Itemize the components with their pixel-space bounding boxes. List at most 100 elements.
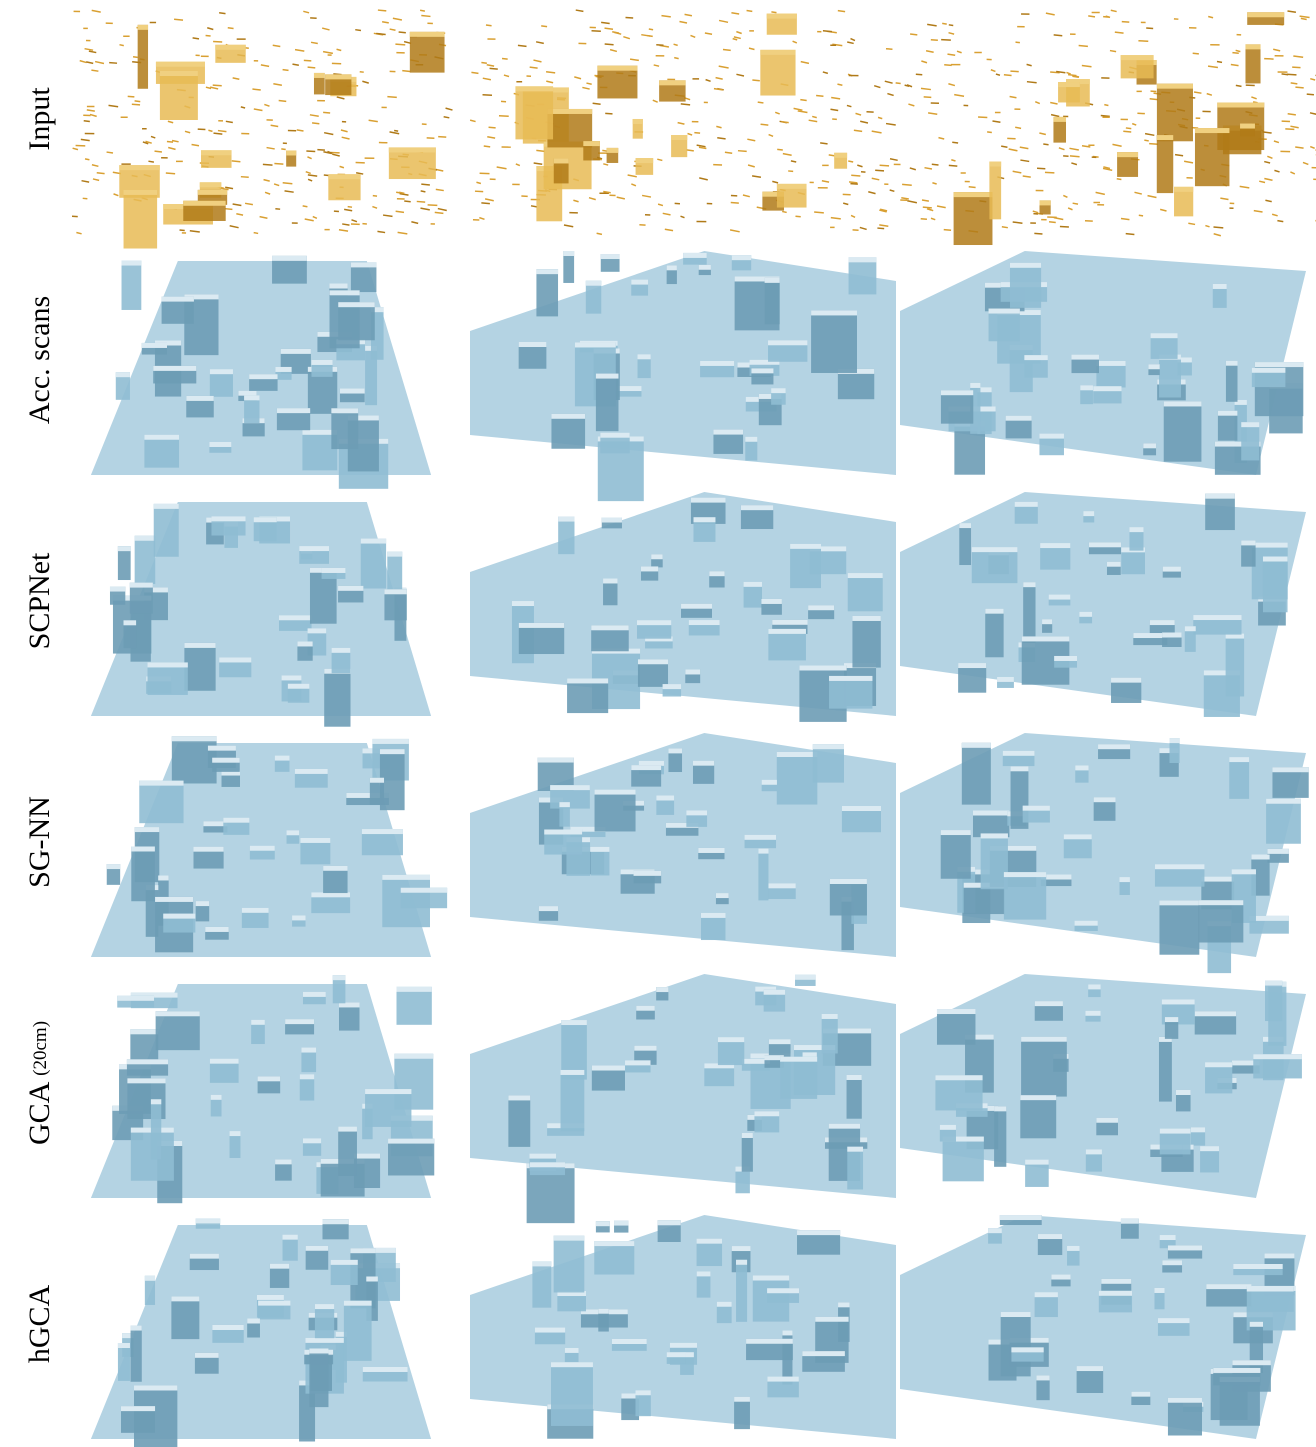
scan-point xyxy=(1112,144,1121,146)
panel xyxy=(900,733,1309,973)
object-top xyxy=(303,1138,321,1143)
object-top xyxy=(130,1029,158,1034)
object-top xyxy=(830,879,867,884)
object xyxy=(1159,900,1199,954)
scan-point xyxy=(872,178,880,180)
object-top xyxy=(686,810,707,815)
scan-point xyxy=(647,36,652,37)
row-label-note: (20cm) xyxy=(30,1021,51,1076)
scan-point xyxy=(951,160,955,161)
object-top xyxy=(155,897,193,902)
scan-point xyxy=(631,184,636,186)
object-top xyxy=(734,1397,750,1402)
scan-point xyxy=(921,61,927,63)
scan-point xyxy=(1103,168,1112,170)
object-top xyxy=(1023,806,1050,811)
scan-point xyxy=(1059,148,1065,150)
object-top xyxy=(751,368,773,373)
scan-point xyxy=(313,217,317,219)
object-top xyxy=(1232,1360,1270,1365)
scan-point xyxy=(868,192,875,194)
scan-point xyxy=(678,123,685,125)
scan-point xyxy=(369,120,378,121)
object-top xyxy=(172,736,217,741)
object-top xyxy=(124,620,137,625)
object-top xyxy=(1241,422,1259,427)
object-top xyxy=(332,648,351,653)
object xyxy=(567,678,608,713)
object-top xyxy=(1040,543,1070,548)
row-label: Input xyxy=(23,87,56,151)
scan-point xyxy=(155,151,162,152)
scan-point xyxy=(487,137,495,138)
object-top xyxy=(633,119,643,124)
object-top xyxy=(322,568,346,573)
scan-point xyxy=(854,130,862,131)
object xyxy=(1157,84,1193,142)
object-top xyxy=(223,818,249,823)
object-top xyxy=(758,849,768,854)
object-top xyxy=(323,866,347,871)
object-top xyxy=(600,433,629,438)
object-top xyxy=(1094,797,1116,802)
object-top xyxy=(306,1246,329,1251)
object-top xyxy=(131,846,155,851)
object-top xyxy=(962,743,991,748)
object-top xyxy=(811,310,857,315)
object-top xyxy=(212,1325,243,1330)
scan-point xyxy=(1310,147,1314,149)
scan-point xyxy=(1232,53,1238,54)
row-label-text: SG-NN xyxy=(23,796,56,888)
scan-point xyxy=(1050,103,1057,104)
object-top xyxy=(544,829,582,834)
object-top xyxy=(303,992,326,997)
object-top xyxy=(754,1111,779,1116)
object-top xyxy=(658,1220,681,1225)
scan-point xyxy=(271,125,279,126)
object-top xyxy=(387,552,402,557)
scan-point xyxy=(1010,71,1018,72)
scan-point xyxy=(1265,200,1271,201)
object xyxy=(388,1139,434,1176)
scan-point xyxy=(938,138,944,139)
scan-point xyxy=(481,62,486,63)
scan-point xyxy=(944,230,951,231)
scan-point xyxy=(996,74,1000,75)
scan-point xyxy=(731,203,739,204)
scan-point xyxy=(1132,124,1136,125)
object-top xyxy=(769,1039,791,1044)
object-top xyxy=(118,546,131,551)
row-labels: InputAcc. scansSCPNetSG-NNGCA (20cm)hGCA xyxy=(23,87,56,1363)
scan-point xyxy=(285,191,294,192)
object-top xyxy=(295,769,328,774)
scan-point xyxy=(307,157,311,159)
scan-point xyxy=(283,183,293,184)
object-top xyxy=(959,523,971,528)
object-top xyxy=(554,158,569,163)
object-top xyxy=(388,1139,434,1144)
object-top xyxy=(1075,921,1098,926)
scan-point xyxy=(1208,66,1218,67)
object-top xyxy=(1213,284,1227,289)
scan-point xyxy=(1146,28,1153,29)
scan-point xyxy=(1277,221,1283,222)
object-top xyxy=(765,278,780,283)
scan-point xyxy=(376,33,386,34)
object-top xyxy=(1120,877,1130,882)
object-top xyxy=(210,369,233,374)
object-top xyxy=(1165,1017,1178,1022)
object-top xyxy=(338,1127,357,1132)
scan-point xyxy=(174,19,183,20)
scan-point xyxy=(923,207,932,208)
scan-point xyxy=(323,52,333,54)
object-top xyxy=(148,662,188,667)
object xyxy=(135,536,156,584)
scan-point xyxy=(446,108,453,110)
object-top xyxy=(194,847,224,852)
scan-point xyxy=(273,84,282,86)
panel xyxy=(470,974,896,1223)
object-top xyxy=(370,778,384,783)
scan-point xyxy=(851,215,855,217)
scan-point xyxy=(1160,209,1166,211)
object-top xyxy=(219,657,251,662)
